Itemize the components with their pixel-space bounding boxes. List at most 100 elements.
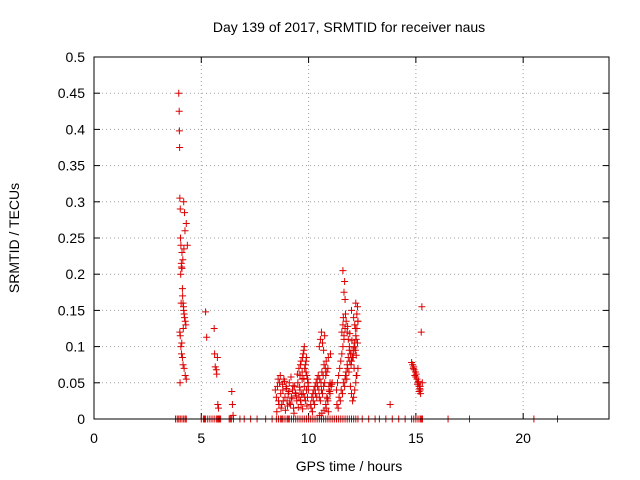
data-point <box>352 372 360 380</box>
data-point <box>344 322 352 330</box>
data-point <box>275 401 283 409</box>
data-point <box>181 372 189 380</box>
data-point <box>351 386 359 394</box>
data-point <box>286 399 294 407</box>
data-point <box>176 379 184 387</box>
grid <box>94 57 609 419</box>
data-point <box>179 256 187 264</box>
data-point <box>336 397 344 405</box>
data-point <box>178 350 186 358</box>
data-point <box>300 343 308 351</box>
data-point <box>176 332 184 340</box>
data-point <box>354 303 362 311</box>
data-point <box>348 357 355 365</box>
data-point <box>272 393 280 401</box>
data-point <box>316 397 324 405</box>
data-point <box>299 350 307 358</box>
data-point <box>179 292 187 300</box>
data-point <box>316 375 324 383</box>
data-point <box>324 364 332 372</box>
data-point <box>322 357 330 365</box>
data-point <box>335 372 343 380</box>
data-point <box>343 375 351 383</box>
data-point <box>307 404 315 412</box>
data-point <box>348 306 355 314</box>
data-point <box>352 299 360 307</box>
y-tick-label: 0.35 <box>58 158 85 174</box>
data-point <box>296 396 304 404</box>
data-point <box>178 248 186 256</box>
data-point <box>175 107 183 115</box>
data-point <box>301 393 309 401</box>
data-point <box>293 397 301 405</box>
data-point <box>177 343 185 351</box>
data-point <box>339 379 347 387</box>
data-point <box>341 372 349 380</box>
data-point <box>181 314 189 322</box>
data-point <box>287 373 295 381</box>
data-point <box>317 379 325 387</box>
data-point <box>273 408 281 416</box>
data-point <box>288 395 296 403</box>
data-point <box>346 330 354 338</box>
data-point <box>228 401 236 409</box>
data-point <box>214 404 222 412</box>
data-point <box>301 397 309 405</box>
data-point <box>350 314 358 322</box>
data-point <box>281 377 289 385</box>
data-point <box>319 390 327 398</box>
data-point <box>338 390 346 398</box>
data-point <box>315 386 323 394</box>
data-point <box>211 363 219 371</box>
data-point <box>322 404 330 412</box>
data-point <box>334 404 342 412</box>
data-point <box>182 220 190 228</box>
data-point <box>309 397 317 405</box>
data-point <box>353 310 361 318</box>
data-point <box>285 379 293 387</box>
data-point <box>276 372 284 380</box>
data-point <box>418 379 426 387</box>
data-point <box>203 333 211 341</box>
data-point <box>324 408 332 416</box>
y-axis-title: SRMTID / TECUs <box>6 183 22 293</box>
data-point <box>213 370 221 378</box>
y-tick-label: 0.4 <box>66 121 86 137</box>
data-point <box>340 288 348 296</box>
data-point <box>229 411 237 419</box>
data-point <box>341 277 349 285</box>
data-point <box>321 332 329 340</box>
data-point <box>181 227 189 235</box>
data-point <box>336 364 344 372</box>
data-point <box>178 285 186 293</box>
data-point <box>301 361 309 369</box>
data-point <box>414 377 422 385</box>
x-tick-label: 20 <box>515 430 531 446</box>
y-tick-label: 0.45 <box>58 85 85 101</box>
data-point <box>342 317 350 325</box>
data-point <box>337 357 345 365</box>
y-tick-label: 0.15 <box>58 302 85 318</box>
data-point <box>326 350 334 358</box>
data-point <box>341 296 349 304</box>
data-point <box>345 368 353 376</box>
x-tick-label: 5 <box>197 430 205 446</box>
x-tick-label: 15 <box>408 430 424 446</box>
y-tick-label: 0.25 <box>58 230 85 246</box>
data-point <box>341 382 349 390</box>
data-point <box>182 375 190 383</box>
data-point <box>349 397 357 405</box>
data-point <box>177 241 185 249</box>
data-point <box>178 264 186 272</box>
data-point <box>294 379 302 387</box>
data-point <box>350 344 358 352</box>
data-point <box>335 393 343 401</box>
data-point <box>177 270 185 278</box>
data-point <box>177 299 185 307</box>
data-point <box>326 379 334 387</box>
data-point <box>338 350 346 358</box>
data-point <box>277 404 285 412</box>
data-point <box>339 314 347 322</box>
data-point <box>176 205 184 213</box>
data-point <box>281 393 289 401</box>
